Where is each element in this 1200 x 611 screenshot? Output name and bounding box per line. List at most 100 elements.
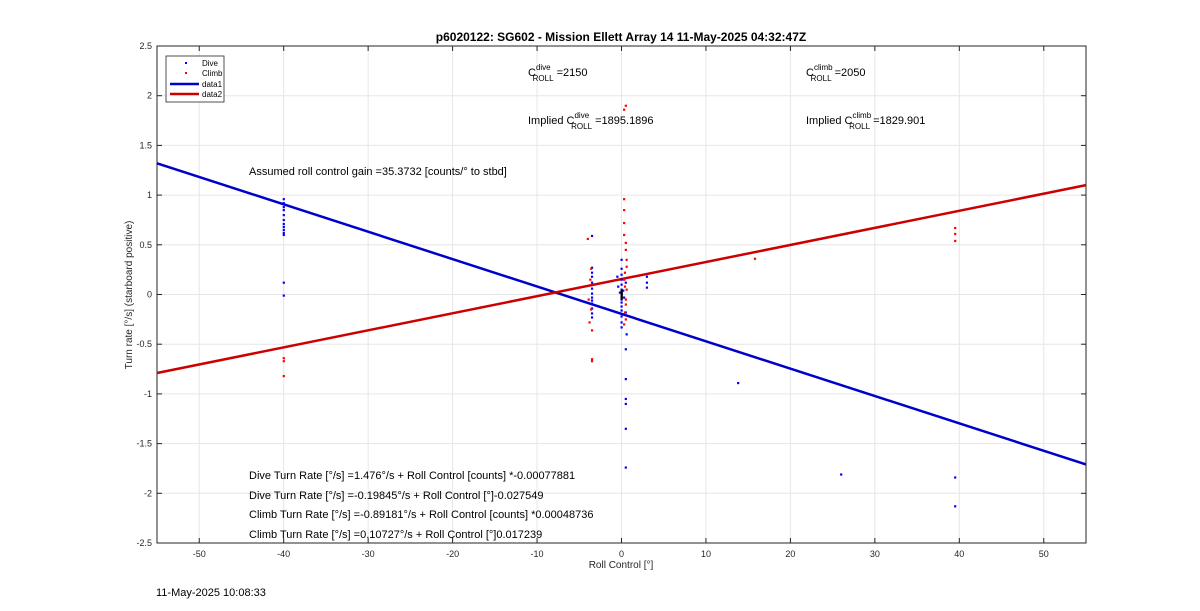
annotation-c-dive: Cdive ROLL =2150 — [528, 63, 588, 83]
point-climb — [954, 239, 957, 243]
point-climb — [623, 285, 627, 288]
data-points — [282, 104, 957, 508]
point-climb — [590, 267, 593, 270]
point-climb — [282, 375, 285, 378]
annotation-assumed-gain: Assumed roll control gain =35.3732 [coun… — [249, 166, 507, 178]
point-dive — [620, 278, 623, 281]
y-tick-label: 0 — [147, 290, 152, 300]
point-climb — [623, 108, 626, 111]
legend-label-climb: Climb — [202, 69, 223, 78]
point-dive — [282, 228, 285, 232]
point-dive — [617, 285, 620, 288]
point-dive — [624, 466, 627, 469]
point-dive — [624, 348, 627, 351]
legend-label-data1: data1 — [202, 80, 223, 89]
point-climb — [753, 257, 757, 260]
point-climb — [954, 226, 957, 230]
legend-marker-dive — [185, 62, 187, 64]
point-dive — [282, 281, 285, 284]
point-climb — [625, 258, 628, 261]
point-cluster — [620, 290, 623, 293]
point-climb — [587, 298, 590, 301]
point-dive — [620, 326, 623, 329]
point-dive — [624, 377, 627, 381]
point-cluster — [620, 296, 623, 299]
x-tick-label: -40 — [277, 549, 290, 559]
point-dive — [616, 275, 619, 278]
point-dive — [618, 291, 622, 294]
point-climb — [625, 265, 628, 268]
point-climb — [623, 221, 626, 225]
point-dive — [282, 233, 285, 237]
point-climb — [590, 358, 594, 361]
point-dive — [620, 283, 623, 286]
equation-dive-degrees: Dive Turn Rate [°/s] =-0.19845°/s + Roll… — [249, 490, 543, 502]
point-dive — [620, 258, 623, 261]
point-dive — [622, 289, 625, 292]
point-cluster — [620, 289, 623, 292]
point-climb — [624, 104, 627, 107]
point-dive — [590, 271, 594, 274]
x-tick-label: 10 — [701, 549, 711, 559]
point-climb — [624, 248, 627, 251]
point-dive — [620, 301, 623, 304]
x-tick-label: -30 — [362, 549, 375, 559]
equation-dive-counts: Dive Turn Rate [°/s] =1.476°/s + Roll Co… — [249, 470, 575, 482]
legend: Dive Climb data1 data2 — [165, 55, 225, 103]
point-dive — [590, 234, 594, 238]
point-dive — [620, 321, 623, 324]
point-dive — [282, 225, 285, 229]
x-axis-label: Roll Control [°] — [589, 560, 654, 571]
y-tick-label: 0.5 — [139, 240, 152, 250]
point-climb — [623, 323, 626, 326]
point-climb — [624, 298, 627, 301]
point-climb — [588, 321, 591, 324]
y-tick-label: -0.5 — [136, 339, 152, 349]
point-climb — [586, 237, 589, 241]
fit-line-data1 — [156, 162, 1087, 466]
point-dive — [645, 281, 649, 284]
point-dive — [624, 281, 627, 284]
point-cluster — [620, 294, 623, 297]
plot-frame — [156, 45, 1087, 544]
annotation-implied-climb: Implied Cclimb ROLL =1829.901 — [806, 111, 925, 131]
footer-timestamp: 11-May-2025 10:08:33 — [156, 587, 266, 599]
point-dive — [954, 505, 957, 508]
point-climb — [282, 357, 285, 360]
point-climb — [954, 232, 957, 236]
point-dive — [624, 427, 627, 430]
point-dive — [282, 231, 285, 235]
point-cluster — [620, 295, 623, 298]
y-tick-label: -2.5 — [136, 538, 152, 548]
x-tick-labels: -50 -40 -30 -20 -10 0 10 20 30 40 50 — [193, 549, 1049, 559]
point-dive — [590, 299, 594, 302]
point-climb — [623, 209, 626, 212]
point-climb — [623, 198, 626, 201]
y-tick-label: 1.5 — [139, 140, 152, 150]
point-dive — [282, 206, 285, 209]
point-dive — [737, 381, 740, 385]
annotation-c-climb: Cclimb ROLL =2050 — [806, 63, 865, 83]
point-dive — [620, 309, 623, 312]
point-climb — [623, 271, 627, 274]
point-dive — [840, 473, 843, 476]
legend-label-dive: Dive — [202, 59, 219, 68]
y-tick-label: 2 — [147, 91, 152, 101]
point-dive — [590, 287, 594, 290]
y-tick-label: -2 — [144, 488, 152, 498]
point-dive — [282, 209, 285, 212]
point-dive — [590, 316, 594, 319]
legend-marker-climb — [185, 72, 187, 74]
point-climb — [590, 360, 594, 363]
point-dive — [645, 275, 649, 278]
point-dive — [590, 302, 594, 305]
x-tick-label: 40 — [954, 549, 964, 559]
point-dive — [590, 296, 594, 299]
annotation-implied-dive: Implied Cdive ROLL =1895.1896 — [528, 111, 654, 131]
point-dive — [620, 267, 623, 270]
x-tick-label: 20 — [785, 549, 795, 559]
point-dive — [623, 296, 626, 299]
point-dive — [282, 294, 285, 297]
chart-title: p6020122: SG602 - Mission Ellett Array 1… — [436, 30, 806, 44]
